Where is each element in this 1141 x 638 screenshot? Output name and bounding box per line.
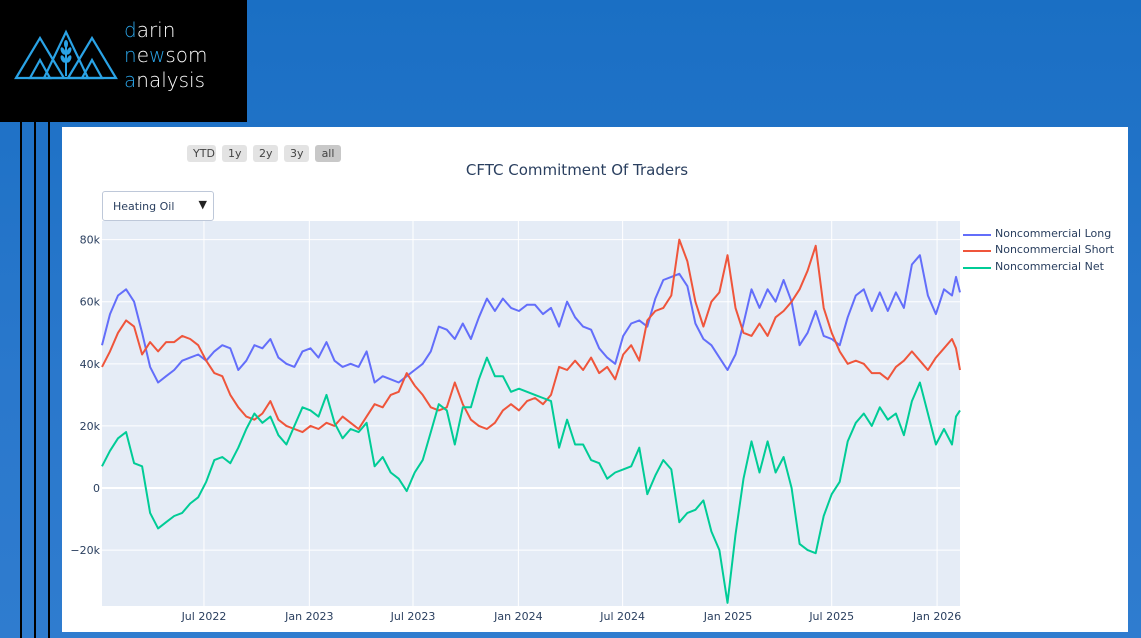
x-tick-label: Jan 2025 [703,610,752,623]
dropdown-arrow-icon: ▼ [198,198,207,211]
y-tick-label: 0 [93,482,100,495]
y-tick-label: 80k [80,234,101,247]
x-tick-label: Jul 2025 [808,610,854,623]
range-button-all[interactable]: all [315,145,341,162]
plot-area [102,221,960,606]
logo: darin newsom analysis [0,0,247,122]
x-tick-label: Jan 2026 [912,610,961,623]
x-tick-label: Jul 2023 [390,610,436,623]
legend-swatch [963,234,991,236]
series-line-noncommercial-net [101,356,961,604]
series-line-noncommercial-short [101,238,961,434]
x-tick-label: Jan 2023 [284,610,333,623]
commodity-dropdown[interactable]: Heating Oil ▼ [102,191,214,221]
chart-title: CFTC Commitment Of Traders [465,161,689,179]
mountain-wheat-logo-icon [14,29,118,80]
x-tick-label: Jul 2022 [181,610,227,623]
series-line-noncommercial-long [101,254,961,384]
x-tick-label: Jul 2024 [599,610,645,623]
range-button-ytd[interactable]: YTD [187,145,216,162]
legend-label: Noncommercial Short [995,243,1115,256]
range-button-3y[interactable]: 3y [284,145,309,162]
y-tick-label: 60k [80,296,101,309]
logo-wordmark: darin newsom analysis [124,18,208,92]
divider-line [34,122,36,638]
range-button-2y[interactable]: 2y [253,145,278,162]
legend-label: Noncommercial Long [995,227,1112,240]
y-tick-label: 20k [80,420,101,433]
divider-line [20,122,22,638]
range-button-1y[interactable]: 1y [222,145,247,162]
y-tick-label: −20k [70,544,100,557]
x-tick-label: Jan 2024 [493,610,542,623]
legend-swatch [963,267,991,269]
dropdown-selected-value: Heating Oil [113,200,175,213]
legend-swatch [963,250,991,252]
divider-line [48,122,50,638]
legend-label: Noncommercial Net [995,260,1104,273]
y-tick-label: 40k [80,358,101,371]
